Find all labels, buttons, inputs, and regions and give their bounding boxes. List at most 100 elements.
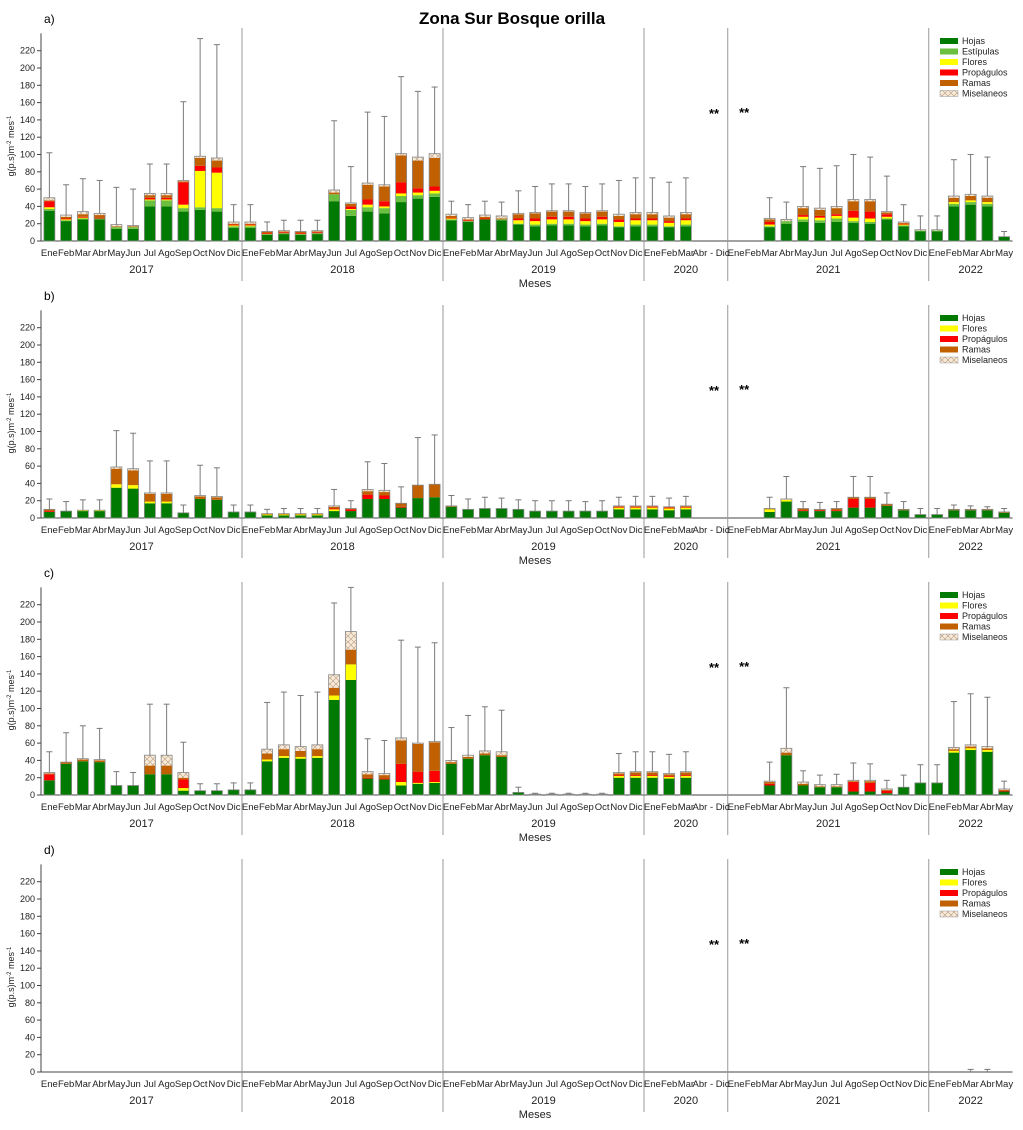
bar-segment-hojas [613, 777, 625, 795]
no-data-marker: ** [709, 937, 720, 952]
month-label: Mar [477, 525, 493, 536]
bar-segment-miselaneos [965, 744, 977, 747]
month-label: Dic [428, 802, 442, 813]
bar-segment-flores [395, 193, 407, 197]
bar-segment-estipulas [965, 202, 977, 205]
bar-segment-hojas [144, 503, 156, 518]
bar-segment-miselaneos [211, 157, 223, 161]
year-label: 2019 [531, 264, 555, 276]
no-data-marker: ** [709, 383, 720, 398]
month-label: May [995, 802, 1013, 813]
month-label: Sep [175, 248, 192, 259]
bar-segment-miselaneos [764, 218, 776, 220]
month-label: Feb [58, 525, 74, 536]
month-label: Ago [845, 802, 862, 813]
bar-segment-miselaneos [496, 215, 508, 219]
bar-segment-propagulos [998, 790, 1010, 792]
bar-segment-ramas [981, 197, 993, 203]
bar-segment-propagulos [847, 498, 859, 508]
bar-segment-ramas [278, 749, 290, 757]
bar-segment-ramas [998, 511, 1010, 513]
bar-segment-flores [630, 220, 642, 225]
month-label: Nov [895, 248, 912, 259]
bar-segment-miselaneos [429, 153, 441, 158]
bar-segment-ramas [847, 201, 859, 211]
month-label: Mar [761, 802, 777, 813]
month-label: Sep [577, 802, 594, 813]
bar-segment-hojas [479, 219, 491, 241]
bar-segment-estipulas [797, 219, 809, 222]
bar-segment-ramas [764, 782, 776, 784]
bar-segment-estipulas [496, 219, 508, 221]
y-axis-label-part: mes [6, 120, 16, 140]
month-label: Ago [560, 248, 577, 259]
bar-segment-hojas [797, 511, 809, 518]
bar-segment-flores [395, 782, 407, 786]
bar-segment-estipulas [295, 234, 307, 235]
bar-segment-miselaneos [94, 213, 106, 216]
month-label: Oct [595, 1079, 610, 1090]
bar-segment-hojas [110, 487, 122, 518]
month-label: Oct [595, 248, 610, 259]
bar-segment-miselaneos [362, 771, 374, 775]
bar-segment-miselaneos [831, 206, 843, 209]
month-label: Ago [560, 802, 577, 813]
bar-segment-hojas [362, 211, 374, 241]
bar-segment-hojas [630, 777, 642, 795]
bar-segment-hojas [965, 510, 977, 518]
month-label: Jun [812, 1079, 827, 1090]
month-label: Jun [326, 1079, 341, 1090]
y-tick-label: 220 [20, 877, 35, 887]
bar-segment-ramas [429, 157, 441, 187]
bar-segment-hojas [110, 785, 122, 795]
month-label: May [107, 248, 125, 259]
month-label: Oct [193, 802, 208, 813]
y-tick-label: 40 [25, 1032, 35, 1042]
year-label: 2019 [531, 541, 555, 553]
month-label: Jul [831, 525, 843, 536]
month-label: Feb [460, 248, 476, 259]
legend-label: Hojas [962, 867, 986, 877]
legend-swatch [940, 592, 958, 598]
bar-segment-flores [295, 756, 307, 759]
bar-segment-miselaneos [462, 755, 474, 757]
bar-segment-miselaneos [278, 744, 290, 750]
month-label: Abr [779, 248, 794, 259]
month-label: Ene [41, 802, 58, 813]
bar-segment-ramas [412, 485, 424, 499]
bar-segment-ramas [898, 222, 910, 224]
bar-segment-flores [445, 218, 457, 220]
bar-segment-miselaneos [462, 217, 474, 220]
bar-segment-propagulos [43, 511, 55, 512]
bar-segment-flores [94, 510, 106, 512]
y-tick-label: 200 [20, 617, 35, 627]
y-axis-label-part: mes [6, 674, 16, 694]
bar-segment-miselaneos [680, 212, 692, 215]
bar-segment-estipulas [847, 221, 859, 223]
bar-segment-miselaneos [328, 505, 340, 507]
month-label: Abr - Dic [693, 802, 730, 813]
bar-segment-ramas [613, 215, 625, 220]
x-axis-title: Meses [519, 278, 552, 290]
bar-segment-flores [244, 225, 256, 227]
bar-segment-estipulas [161, 200, 173, 207]
month-label: Feb [946, 802, 962, 813]
month-label: Jul [546, 525, 558, 536]
bar-segment-ramas [161, 765, 173, 775]
month-label: Jul [144, 802, 156, 813]
month-label: Feb [58, 248, 74, 259]
bar-segment-hojas [881, 219, 893, 241]
bar-segment-hojas [412, 498, 424, 518]
month-label: Dic [914, 1079, 928, 1090]
y-tick-label: 140 [20, 115, 35, 125]
bar-segment-ramas [831, 208, 843, 215]
bar-segment-miselaneos [613, 772, 625, 774]
bar-segment-hojas [43, 780, 55, 795]
bar-segment-miselaneos [311, 744, 323, 750]
month-label: Feb [259, 525, 275, 536]
month-label: May [107, 525, 125, 536]
month-label: Abr [779, 525, 794, 536]
month-label: Jul [831, 1079, 843, 1090]
month-label: Feb [661, 525, 677, 536]
bar-segment-ramas [646, 772, 658, 776]
